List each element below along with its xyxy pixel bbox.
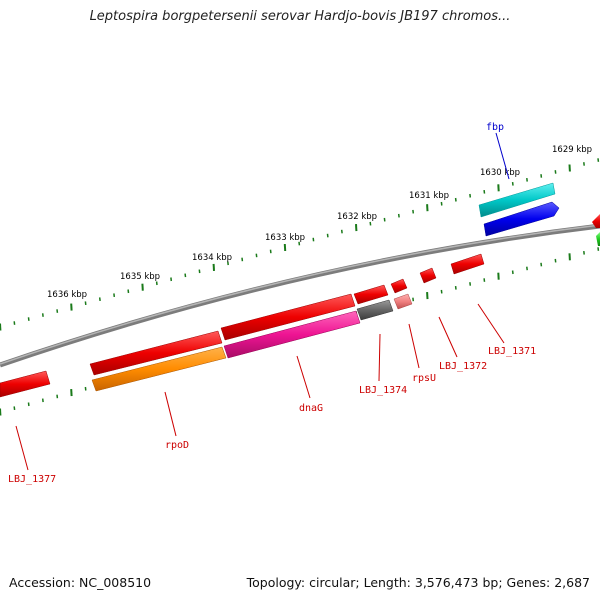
chromosome-backbone-highlight	[0, 224, 600, 365]
leader-fbp	[495, 132, 510, 180]
label-LBJ_1372: LBJ_1372	[439, 361, 487, 372]
scale-label-1634: 1634 kbp	[192, 253, 232, 263]
gene-rpoD[interactable]	[91, 346, 227, 392]
map-title: Leptospira borgpetersenii serovar Hardjo…	[89, 9, 511, 24]
leader-LBJ_1374	[378, 333, 381, 382]
leader-rpoD	[164, 391, 177, 437]
gene-LBJ_1374[interactable]	[356, 299, 394, 321]
scale-label-1633: 1633 kbp	[265, 233, 305, 243]
scale-label-1629: 1629 kbp	[552, 145, 592, 155]
scale-ticks-upper	[0, 158, 600, 331]
gene-dnaG[interactable]	[223, 310, 361, 359]
label-rpoD: rpoD	[165, 440, 189, 451]
label-rpsU: rpsU	[412, 373, 436, 384]
gene-dnaG-upper[interactable]	[220, 293, 356, 341]
gene-rpsU[interactable]	[393, 293, 413, 310]
scale-label-1636: 1636 kbp	[47, 290, 87, 300]
gene-LBJ_1371[interactable]	[450, 253, 485, 275]
scale-label-1632: 1632 kbp	[337, 212, 377, 222]
leader-LBJ_1371	[477, 303, 505, 344]
scale-label-1631: 1631 kbp	[409, 191, 449, 201]
label-LBJ_1371: LBJ_1371	[488, 346, 536, 357]
gene-rpsU-upper[interactable]	[390, 278, 408, 294]
gene-LBJ_1372[interactable]	[419, 267, 437, 284]
gene-right-edge[interactable]	[592, 214, 600, 228]
gene-fbp-outer[interactable]	[478, 182, 556, 218]
accession-text: Accession: NC_008510	[9, 575, 152, 590]
gene-green-edge[interactable]	[596, 232, 600, 246]
gene-fbp[interactable]	[483, 201, 560, 237]
scale-label-1635: 1635 kbp	[120, 272, 160, 282]
leader-LBJ_1377	[15, 425, 29, 471]
chromosome-backbone	[0, 223, 600, 368]
leader-LBJ_1372	[438, 316, 458, 358]
leader-rpsU	[408, 323, 420, 369]
label-fbp: fbp	[486, 122, 504, 133]
label-LBJ_1377: LBJ_1377	[8, 474, 56, 485]
gene-LBJ_1374-upper[interactable]	[353, 284, 389, 305]
leader-dnaG	[296, 355, 311, 399]
label-LBJ_1374: LBJ_1374	[359, 385, 407, 396]
scale-label-1630: 1630 kbp	[480, 168, 520, 178]
genome-summary-text: Topology: circular; Length: 3,576,473 bp…	[246, 575, 590, 590]
gene-LBJ_1377[interactable]	[0, 370, 51, 398]
label-dnaG: dnaG	[299, 403, 323, 414]
gene-rpoD-upper[interactable]	[89, 330, 223, 376]
